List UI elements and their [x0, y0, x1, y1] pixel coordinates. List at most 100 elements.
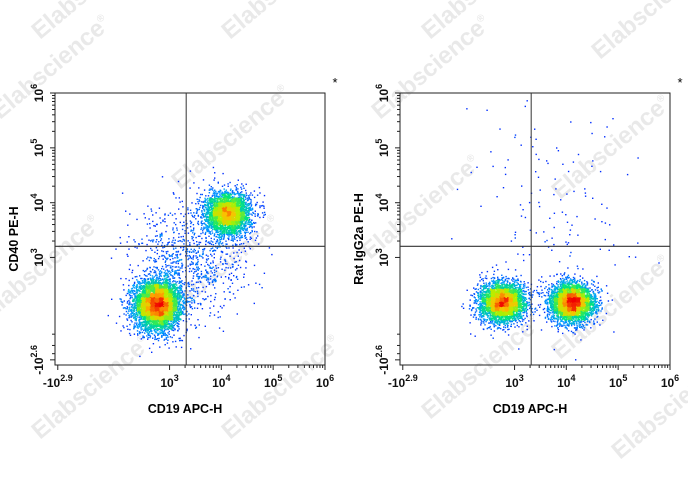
event-dot: [139, 301, 141, 303]
event-dot: [175, 282, 177, 284]
event-dot: [140, 316, 143, 318]
event-dot: [161, 288, 164, 290]
event-dot: [166, 276, 169, 278]
event-dot: [133, 314, 135, 316]
event-dot: [164, 344, 166, 346]
event-dot: [155, 321, 158, 323]
event-dot: [150, 326, 152, 328]
event-dot: [152, 318, 154, 321]
event-dot: [170, 305, 172, 307]
event-dot: [165, 314, 167, 316]
event-dot: [134, 322, 136, 324]
event-dot: [148, 294, 150, 297]
event-dot: [171, 318, 173, 320]
event-dot: [180, 309, 182, 311]
event-dot: [188, 313, 190, 315]
event-dot: [139, 331, 142, 334]
event-dot: [160, 279, 162, 281]
event-dot: [183, 309, 185, 311]
event-dot: [179, 277, 181, 280]
event-dot: [141, 325, 143, 327]
event-dot: [120, 330, 122, 332]
event-dot: [135, 311, 137, 314]
event-dot: [149, 336, 151, 339]
event-dot: [150, 271, 152, 273]
event-dot: [127, 328, 129, 330]
event-dot: [135, 319, 137, 321]
event-dot: [182, 299, 184, 302]
watermark-text: Elabscience®: [607, 350, 688, 465]
event-dot: [158, 313, 161, 315]
event-dot: [161, 321, 163, 324]
event-dot: [174, 286, 176, 288]
event-dot: [139, 310, 142, 312]
event-dot: [152, 278, 154, 280]
event-dot: [127, 292, 130, 294]
event-dot: [162, 333, 165, 335]
event-dot: [183, 294, 185, 296]
event-dot: [165, 280, 168, 282]
event-dot: [146, 287, 149, 290]
event-dot: [120, 277, 122, 280]
event-dot: [148, 303, 150, 305]
scatter-plot-cd40: -102.9 103 104 105 106-102.6103104105106CD19…: [7, 75, 338, 416]
event-dot: [168, 333, 170, 335]
event-dot: [139, 325, 141, 327]
event-dot: [142, 299, 144, 301]
event-dot: [126, 300, 129, 303]
event-dot: [142, 292, 144, 294]
event-dot: [173, 296, 175, 298]
event-dot: [178, 282, 180, 284]
event-dot: [158, 280, 160, 282]
event-dot: [155, 325, 157, 327]
event-dot: [163, 299, 165, 302]
event-dot: [152, 343, 155, 345]
event-dot: [143, 282, 146, 284]
event-dot: [155, 266, 157, 269]
event-dot: [167, 336, 169, 338]
event-dot: [149, 319, 152, 322]
event-dot: [173, 313, 176, 315]
event-dot: [157, 296, 159, 299]
event-dot: [152, 325, 154, 327]
event-dot: [143, 317, 145, 319]
event-dot: [130, 309, 132, 312]
event-dot: [140, 329, 142, 331]
event-dot: [144, 315, 146, 318]
event-dot: [137, 281, 139, 284]
event-dot: [174, 323, 177, 325]
event-dot: [148, 281, 150, 283]
event-dot: [184, 303, 186, 305]
event-dot: [167, 297, 169, 299]
event-dot: [141, 331, 144, 334]
event-dot: [126, 319, 129, 321]
event-dot: [146, 331, 148, 333]
event-dot: [155, 273, 157, 275]
event-dot: [147, 286, 150, 288]
event-dot: [168, 276, 170, 278]
event-dot: [176, 313, 178, 316]
event-dot: [177, 299, 179, 301]
event-dot: [159, 274, 161, 277]
event-dot: [137, 316, 139, 318]
event-dot: [159, 295, 161, 298]
event-dot: [177, 315, 180, 317]
event-dot: [182, 311, 184, 313]
event-dot: [168, 280, 171, 283]
event-dot: [136, 322, 138, 324]
event-dot: [126, 302, 129, 304]
event-dot: [130, 319, 132, 322]
event-dot: [167, 274, 169, 276]
event-dot: [154, 307, 157, 310]
event-dot: [148, 287, 150, 290]
event-dot: [162, 280, 165, 282]
event-dot: [173, 317, 175, 319]
event-dot: [147, 326, 149, 328]
event-dot: [186, 301, 188, 303]
event-dot: [169, 272, 171, 275]
event-dot: [155, 338, 158, 340]
event-dot: [142, 280, 144, 282]
event-dot: [158, 276, 161, 278]
event-dot: [137, 323, 140, 325]
event-dot: [149, 274, 152, 276]
